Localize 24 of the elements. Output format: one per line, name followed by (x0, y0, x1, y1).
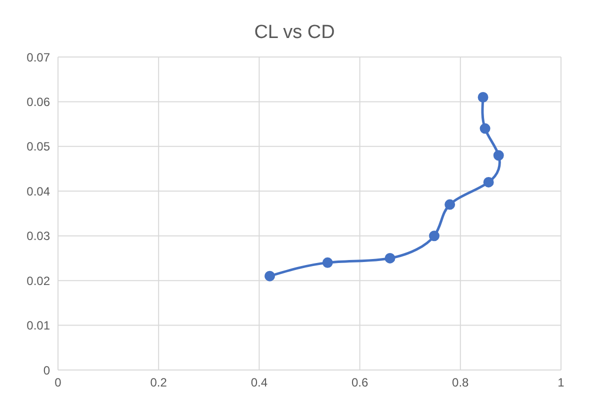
x-tick-label: 0.2 (150, 376, 168, 390)
chart-title: CL vs CD (253, 21, 336, 45)
point (384, 252, 396, 264)
y-tick-label: 0.04 (26, 184, 50, 198)
x-tick-label: 1 (558, 376, 565, 390)
x-tick-label: 0 (54, 376, 62, 390)
y-tick-label: 0.01 (26, 318, 50, 333)
x-tick-label: 0.6 (351, 376, 368, 390)
x-tick-label: 0.4 (250, 376, 268, 390)
y-tick-label: 0 (43, 363, 50, 378)
point (478, 92, 488, 102)
point (444, 199, 456, 210)
y-tick-label: 0.07 (26, 50, 50, 64)
point (322, 257, 333, 268)
y-tick-label: 0.05 (26, 140, 50, 154)
point (428, 230, 440, 242)
y-tick-label: 0.06 (26, 94, 50, 109)
point (493, 150, 504, 161)
y-tick-label: 0.02 (26, 274, 50, 288)
point (264, 270, 276, 282)
y-tick-label: 0.03 (26, 229, 50, 244)
x-tick-label: 0.8 (452, 376, 470, 390)
point (480, 123, 490, 134)
point (483, 176, 494, 188)
